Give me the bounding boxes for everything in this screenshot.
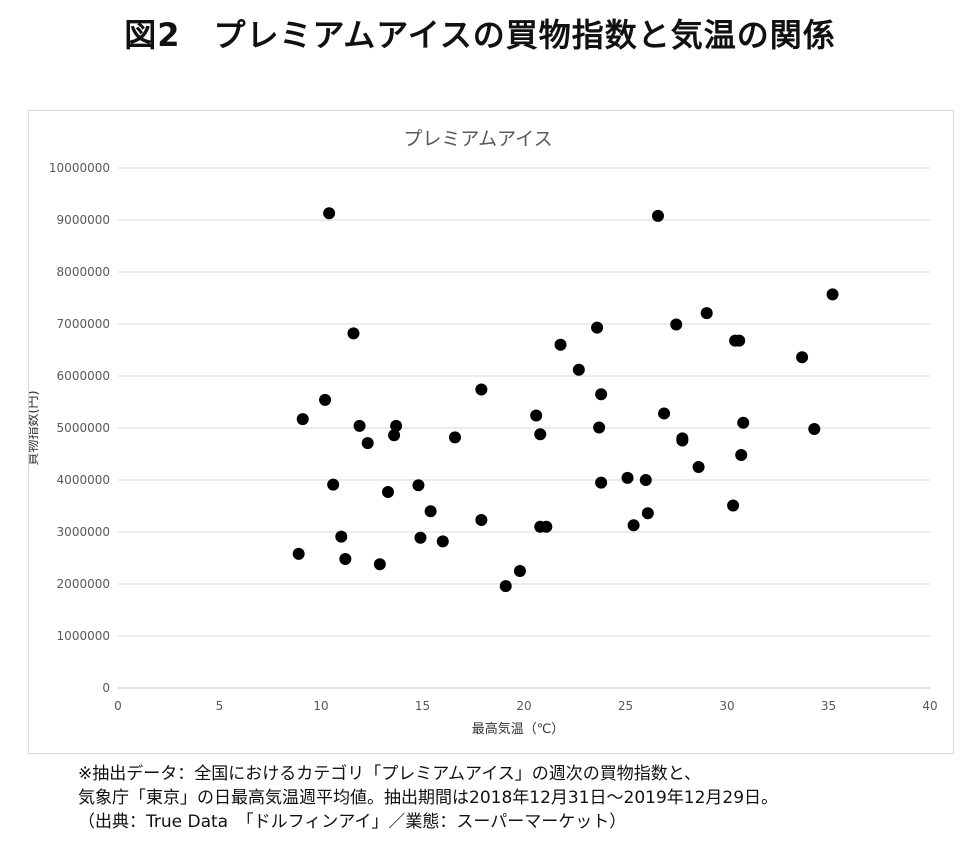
data-point xyxy=(733,334,746,347)
data-point xyxy=(388,429,401,442)
data-point xyxy=(591,321,604,334)
footnote-line-3: （出典：True Data 「ドルフィンアイ」／業態：スーパーマーケット） xyxy=(78,812,627,832)
data-point xyxy=(595,388,608,401)
data-point xyxy=(534,428,547,441)
data-point xyxy=(627,519,640,532)
data-point xyxy=(475,383,488,396)
data-point xyxy=(323,207,336,220)
data-point xyxy=(373,558,386,571)
data-point xyxy=(353,419,366,432)
data-point xyxy=(424,505,437,518)
data-point xyxy=(651,209,664,222)
data-point xyxy=(639,474,652,486)
y-tick-label: 8000000 xyxy=(57,265,110,279)
data-point xyxy=(621,471,634,484)
data-point xyxy=(475,514,488,527)
data-point xyxy=(390,419,403,432)
x-tick-label: 15 xyxy=(415,699,430,713)
data-point xyxy=(540,520,553,533)
x-tick-label: 0 xyxy=(114,699,122,713)
data-point xyxy=(826,288,839,301)
data-point xyxy=(361,437,374,450)
data-point xyxy=(414,531,427,544)
data-point xyxy=(335,530,348,543)
data-point xyxy=(513,565,526,577)
y-axis-title: 買物指数(円) xyxy=(29,390,41,465)
y-tick-label: 3000000 xyxy=(57,525,110,539)
x-tick-label: 25 xyxy=(618,699,633,713)
data-point xyxy=(554,338,567,351)
data-point xyxy=(735,449,748,462)
data-point xyxy=(319,393,332,406)
x-tick-label: 20 xyxy=(516,699,531,713)
y-tick-label: 10000000 xyxy=(49,161,110,175)
footnote: ※抽出データ：全国におけるカテゴリ「プレミアムアイス」の週次の買物指数と、 気象… xyxy=(78,762,948,834)
data-point xyxy=(381,485,394,498)
data-point xyxy=(530,409,543,422)
data-point xyxy=(808,423,821,436)
data-point xyxy=(796,351,809,364)
data-point xyxy=(436,535,449,548)
chart-area: プレミアムアイス 0 1000000 2000000 3000000 4000000 50… xyxy=(28,110,954,754)
data-points xyxy=(292,207,839,593)
y-tick-label: 5000000 xyxy=(57,421,110,435)
x-axis-title: 最高気温（℃） xyxy=(472,721,565,737)
data-point xyxy=(670,318,683,331)
data-point xyxy=(692,461,705,473)
y-tick-label: 7000000 xyxy=(57,317,110,331)
data-point xyxy=(448,431,461,444)
data-point xyxy=(595,476,608,489)
data-point xyxy=(296,413,309,426)
x-tick-label: 40 xyxy=(922,699,937,713)
data-point xyxy=(347,327,360,340)
footnote-line-1: ※抽出データ：全国におけるカテゴリ「プレミアムアイス」の週次の買物指数と、 xyxy=(78,764,702,784)
y-tick-label: 2000000 xyxy=(57,577,110,591)
footnote-line-2: 気象庁「東京」の日最高気温週平均値。抽出期間は2018年12月31日〜2019年… xyxy=(78,788,779,808)
data-point xyxy=(641,507,654,520)
x-tick-label: 10 xyxy=(313,699,328,713)
data-point xyxy=(593,421,606,434)
data-point xyxy=(727,499,740,512)
figure-title: 図2 プレミアムアイスの買物指数と気温の関係 xyxy=(124,16,836,54)
data-point xyxy=(292,547,305,560)
data-point xyxy=(327,478,340,491)
data-point xyxy=(700,307,713,320)
y-tick-label: 0 xyxy=(102,681,110,695)
x-tick-label: 5 xyxy=(216,699,224,713)
data-point xyxy=(676,434,689,447)
chart-title: プレミアムアイス xyxy=(403,128,552,150)
x-tick-label: 30 xyxy=(719,699,734,713)
data-point xyxy=(499,580,512,593)
scatter-chart: プレミアムアイス 0100000020000003000000400000050… xyxy=(29,128,938,737)
x-tick-label: 35 xyxy=(821,699,836,713)
data-point xyxy=(737,416,750,429)
y-tick-label: 4000000 xyxy=(57,473,110,487)
y-axis-ticks: 0 1000000 2000000 3000000 4000000 5000000 6000… xyxy=(49,161,110,695)
data-point xyxy=(658,407,671,420)
x-axis-ticks: 0 5 10 15 20 25 30 35 40 xyxy=(114,699,937,713)
data-point xyxy=(339,553,352,566)
y-tick-label: 6000000 xyxy=(57,369,110,383)
data-point xyxy=(572,363,585,376)
y-tick-label: 1000000 xyxy=(57,629,110,643)
y-tick-label: 9000000 xyxy=(57,213,110,227)
gridlines xyxy=(118,167,930,637)
data-point xyxy=(412,479,425,492)
